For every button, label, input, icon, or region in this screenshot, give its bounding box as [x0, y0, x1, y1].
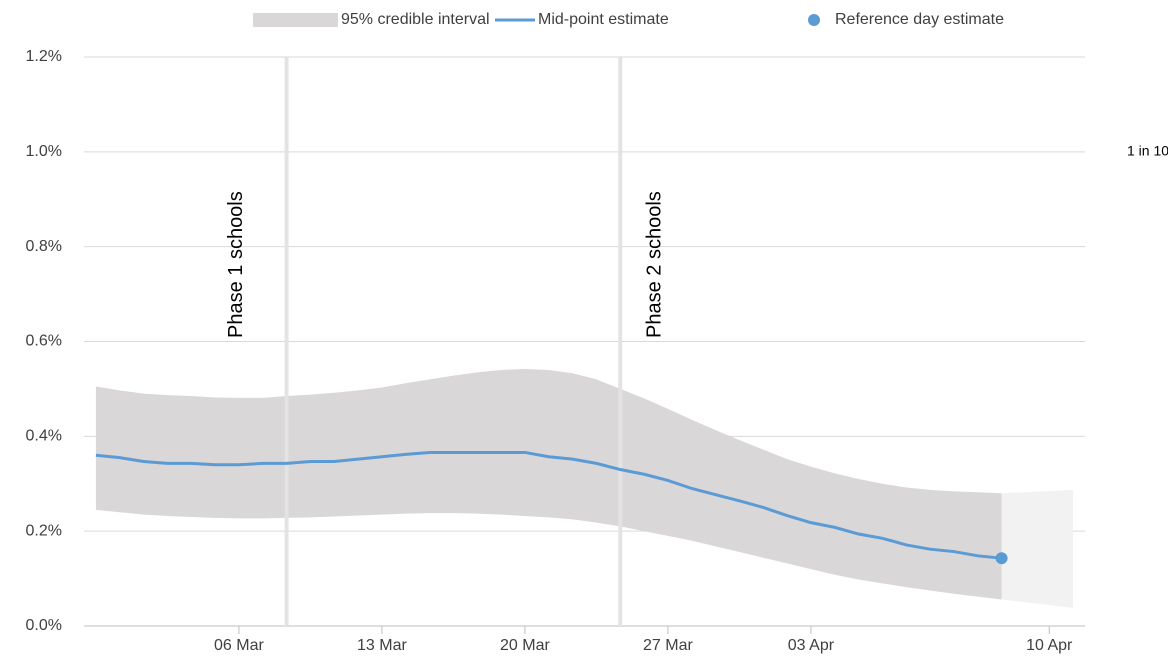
- legend-label: Mid-point estimate: [538, 11, 669, 28]
- y-tick-label: 0.2%: [26, 522, 62, 539]
- legend-label: 95% credible interval: [341, 11, 490, 28]
- x-tick-label: 03 Apr: [788, 637, 835, 654]
- y-tick-label: 1.0%: [26, 143, 62, 160]
- interval-extension: [1001, 489, 1074, 608]
- y-tick-label: 0.4%: [26, 428, 62, 445]
- legend-swatch: [253, 13, 338, 27]
- y-tick-label: 0.8%: [26, 238, 62, 255]
- x-tick-label: 13 Mar: [357, 637, 407, 654]
- x-tick-label: 06 Mar: [214, 637, 264, 654]
- x-tick-label: 20 Mar: [500, 637, 550, 654]
- reference-label: 1 in 100: [1127, 143, 1168, 159]
- y-tick-label: 0.0%: [26, 617, 62, 634]
- y-tick-label: 1.2%: [26, 48, 62, 65]
- y-tick-label: 0.6%: [26, 333, 62, 350]
- event-label: Phase 1 schools: [225, 191, 247, 338]
- legend-swatch: [808, 14, 820, 26]
- credible-interval: [95, 369, 1002, 600]
- x-tick-label: 27 Mar: [643, 637, 693, 654]
- reference-point: [995, 552, 1008, 565]
- event-label: Phase 2 schools: [644, 191, 666, 338]
- x-tick-label: 10 Apr: [1026, 637, 1073, 654]
- legend-label: Reference day estimate: [835, 11, 1004, 28]
- mid-point-line: [95, 450, 1002, 560]
